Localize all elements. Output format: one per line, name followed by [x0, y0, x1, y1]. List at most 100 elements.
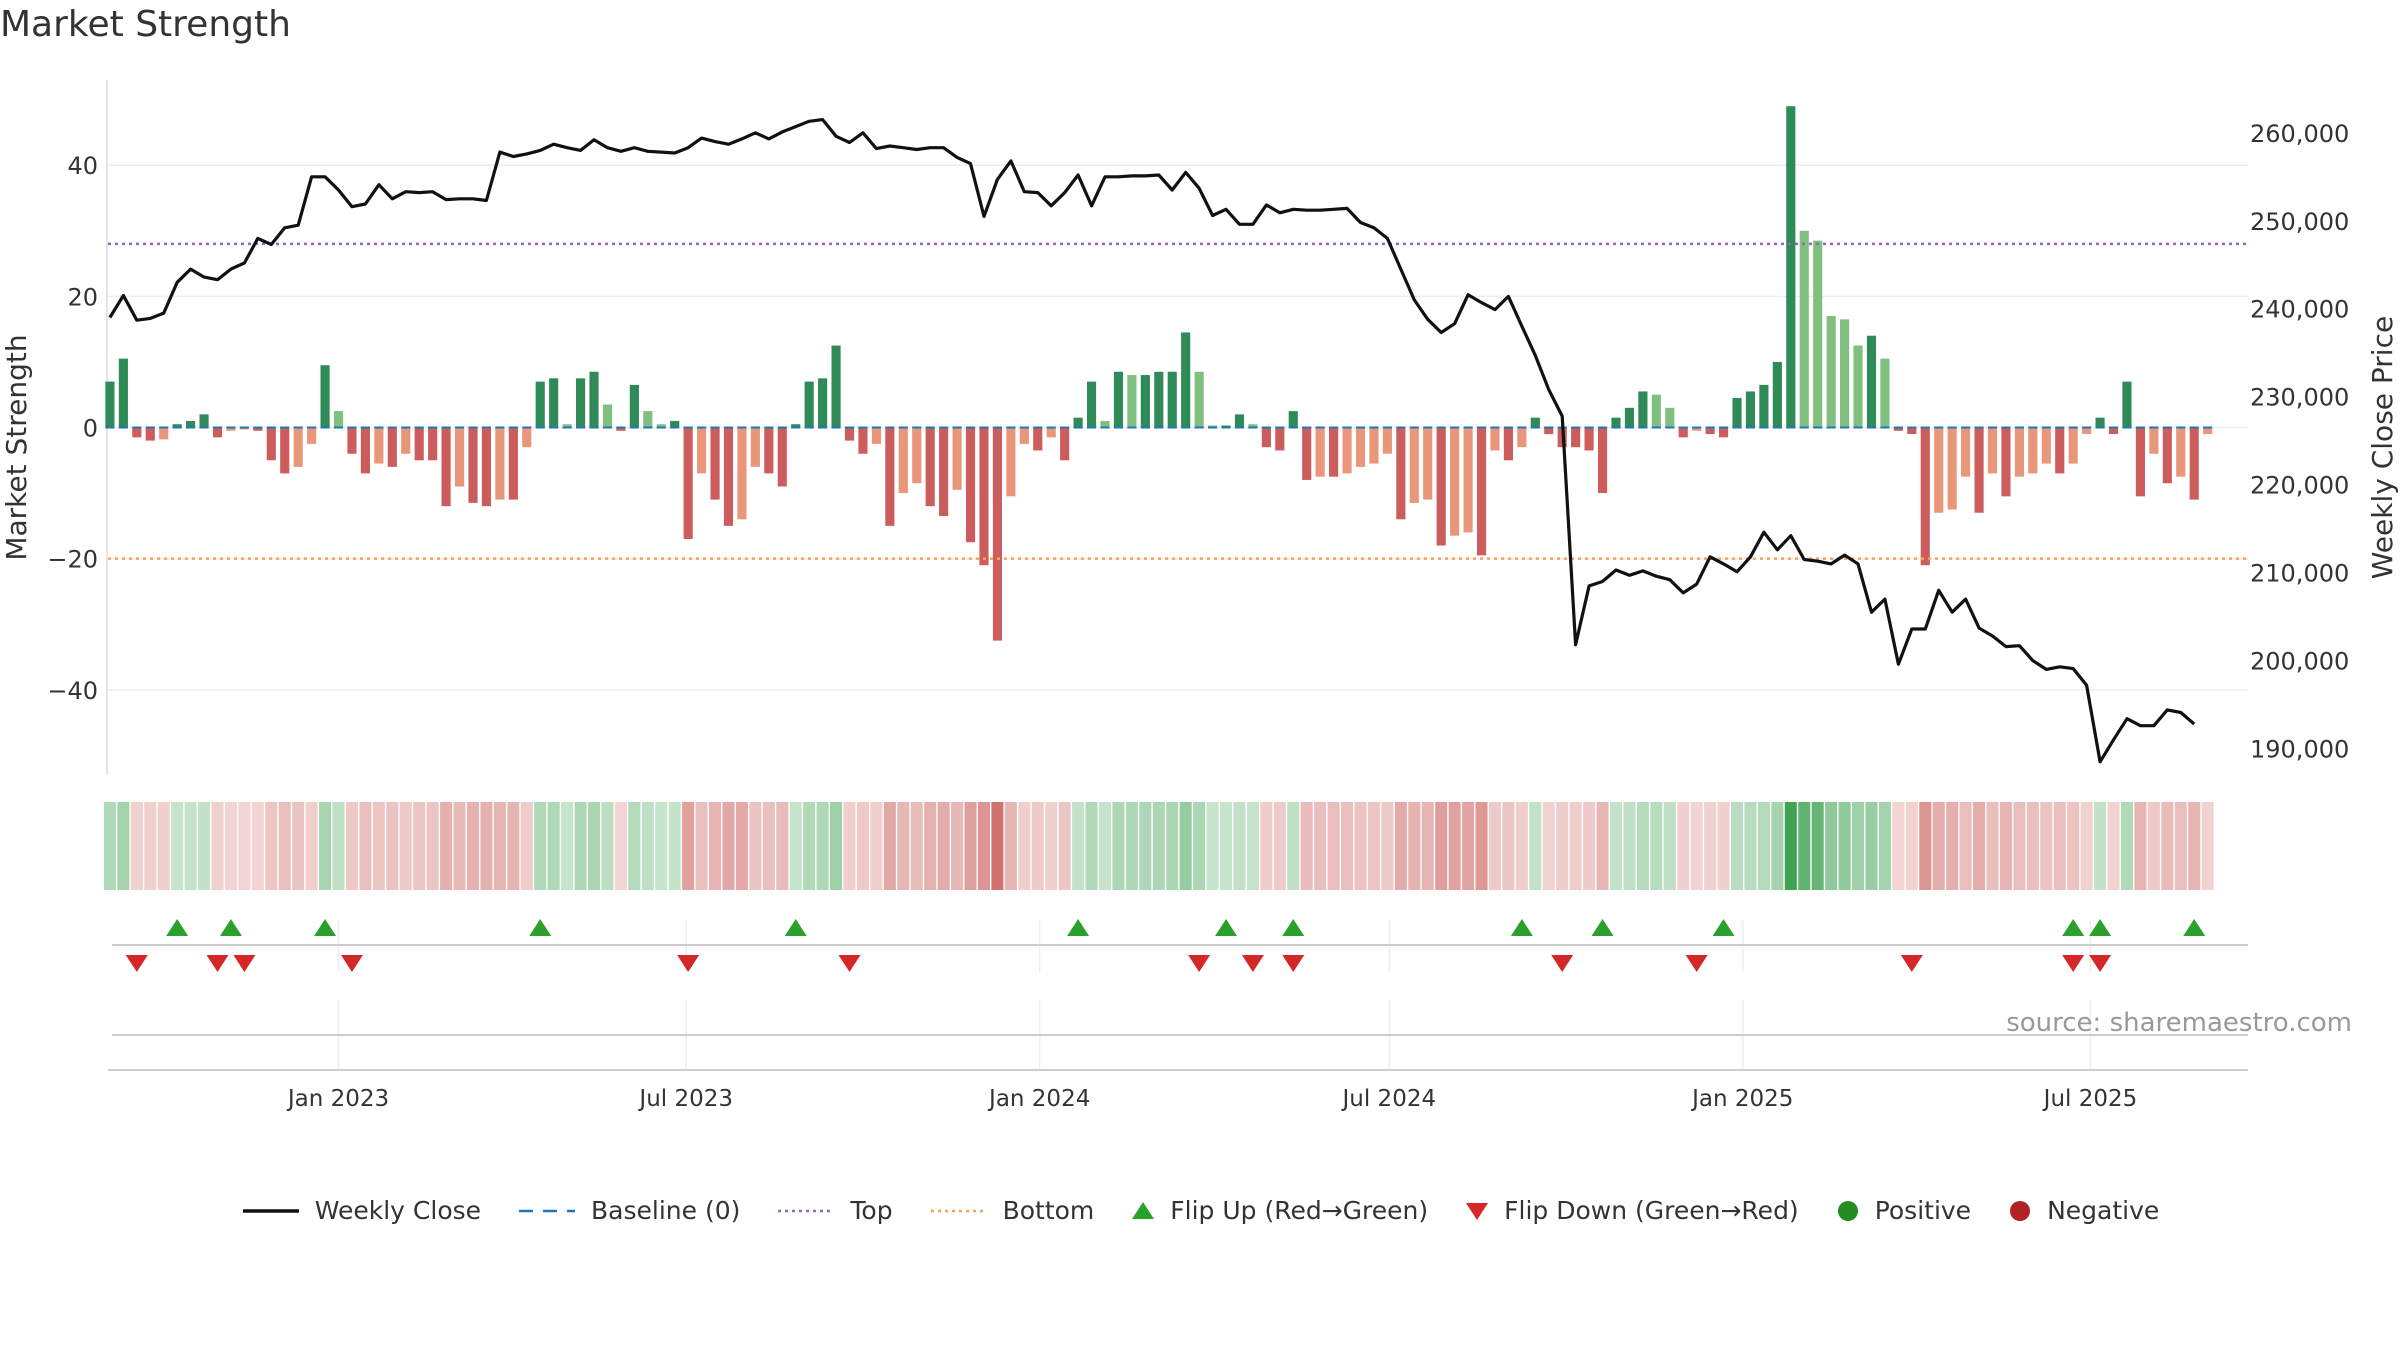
- left-tick-label: 0: [83, 415, 98, 443]
- strength-bar: [360, 427, 370, 474]
- strength-bar: [1907, 427, 1917, 435]
- strength-bar: [710, 427, 720, 500]
- strength-bar: [1060, 427, 1070, 461]
- heat-strip-cell: [2013, 802, 2026, 890]
- flip-up-marker: [2089, 919, 2112, 936]
- strength-bar: [307, 427, 317, 444]
- heat-strip-cell: [1152, 802, 1165, 890]
- legend-swatch-mark: [1132, 1201, 1155, 1219]
- heat-strip-cell: [1825, 802, 1838, 890]
- heat-strip-cell: [1609, 802, 1623, 890]
- heat-strip-cell: [2161, 802, 2174, 890]
- heat-strip-cell: [870, 802, 883, 890]
- strength-bar: [1866, 335, 1877, 428]
- strength-bar: [1880, 358, 1890, 428]
- heat-strip-cell: [1354, 802, 1367, 890]
- heat-strip-cell: [883, 802, 896, 890]
- x-tick-label: Jul 2024: [1341, 1086, 1437, 1112]
- strength-bar: [1423, 427, 1433, 500]
- heat-strip-cell: [2067, 802, 2080, 890]
- strength-bar: [2028, 427, 2038, 474]
- heat-strip-cell: [682, 802, 695, 890]
- strength-bar: [844, 427, 855, 441]
- strength-bar: [1745, 391, 1756, 428]
- flip-down-marker: [233, 955, 256, 972]
- legend-item: Negative: [2007, 1196, 2159, 1225]
- heat-strip-cell: [345, 802, 359, 890]
- right-axis-title: Weekly Close Price: [2366, 316, 2399, 579]
- strength-bar: [871, 427, 881, 444]
- strength-bar: [1275, 427, 1285, 451]
- heat-strip-cell: [1771, 802, 1784, 890]
- right-tick-label: 200,000: [2250, 648, 2349, 676]
- strength-bar: [1665, 407, 1675, 428]
- heat-strip-cell: [117, 802, 130, 890]
- strength-bar: [1571, 427, 1581, 448]
- strength-bar: [2068, 427, 2078, 464]
- heat-strip-cell: [2120, 802, 2134, 890]
- x-tick-label: Jul 2025: [2042, 1086, 2138, 1112]
- strength-bar: [1113, 371, 1124, 428]
- strength-bar: [858, 427, 868, 454]
- strength-bar: [589, 371, 599, 428]
- heat-strip-cell: [265, 802, 278, 890]
- heat-strip-cell: [1583, 802, 1596, 890]
- strength-bar: [293, 427, 303, 467]
- strength-bar: [1987, 427, 1998, 474]
- heat-strip-cell: [1529, 802, 1542, 890]
- strength-bar: [118, 358, 128, 428]
- heat-strip-cell: [278, 802, 291, 890]
- strength-bar: [159, 427, 169, 440]
- strength-bar: [737, 427, 747, 520]
- heat-strip-cell: [951, 802, 964, 890]
- strength-bar: [925, 427, 935, 507]
- heat-strip-cell: [1058, 802, 1071, 890]
- heat-strip-cell: [897, 802, 910, 890]
- strength-bar: [1692, 427, 1702, 431]
- strength-bar: [1127, 375, 1137, 428]
- heat-strip-cell: [1273, 802, 1286, 890]
- strength-bar: [1786, 106, 1796, 428]
- heat-strip-cell: [2201, 802, 2214, 890]
- strength-bar: [1046, 427, 1056, 438]
- heat-strip-cell: [157, 802, 170, 890]
- heat-strip-cell: [2094, 802, 2107, 890]
- right-tick-label: 220,000: [2250, 472, 2349, 500]
- strength-bar: [1355, 427, 1366, 467]
- heat-strip-cell: [1717, 802, 1730, 890]
- strength-bar: [1409, 427, 1419, 503]
- flip-down-marker: [1282, 955, 1305, 972]
- right-tick-label: 230,000: [2250, 384, 2349, 412]
- strength-bar: [1302, 427, 1312, 480]
- right-tick-label: 260,000: [2250, 120, 2349, 148]
- strength-bar: [1651, 394, 1661, 428]
- strength-bar: [1678, 427, 1688, 438]
- heat-strip-cell: [1421, 802, 1434, 890]
- legend-swatch-line-icon: [242, 1208, 299, 1213]
- heat-strip-cell: [2188, 802, 2201, 890]
- flip-down-marker: [2089, 955, 2112, 972]
- legend-label: Flip Down (Green→Red): [1504, 1196, 1799, 1225]
- heat-strip-cell: [924, 802, 937, 890]
- heat-strip-cell: [1677, 802, 1690, 890]
- strength-bar: [468, 427, 478, 503]
- heat-strip-cell: [171, 802, 184, 890]
- heat-strip-cell: [1623, 802, 1636, 890]
- flip-up-marker: [1067, 919, 1090, 936]
- heat-strip-cell: [1946, 802, 1959, 890]
- heat-strip-cell: [803, 802, 816, 890]
- heat-strip-cell: [1959, 802, 1972, 890]
- flip-down-marker: [1241, 955, 1264, 972]
- heat-strip-cell: [480, 802, 493, 890]
- heat-strip-cell: [709, 802, 722, 890]
- heat-strip-cell: [1112, 802, 1125, 890]
- heat-strip-cell: [1394, 802, 1407, 890]
- heat-strip-cell: [319, 802, 332, 890]
- strength-bar: [414, 427, 424, 461]
- heat-strip-cell: [2053, 802, 2066, 890]
- strength-bar: [226, 427, 236, 431]
- legend-swatch-circle-icon: [1837, 1200, 1858, 1221]
- heat-strip-cell: [507, 802, 520, 890]
- heat-strip-cell: [1300, 802, 1313, 890]
- heat-strip-cell: [399, 802, 412, 890]
